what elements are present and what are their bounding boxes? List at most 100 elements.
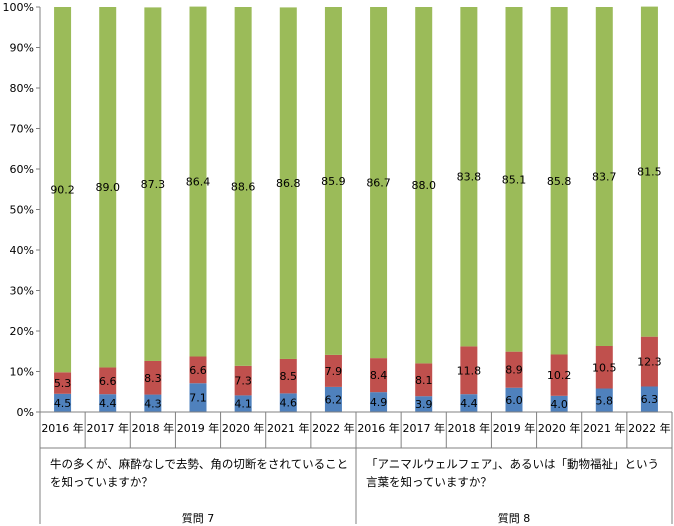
bar-segment-s0-13 [640, 386, 658, 412]
bar-segment-s0-5 [279, 393, 297, 412]
data-label-s0-1: 4.4 [99, 397, 117, 410]
bar-segment-s2-0 [54, 7, 72, 373]
bar-segment-s0-11 [550, 395, 568, 412]
data-label-s0-7: 4.9 [370, 396, 388, 409]
data-label-s0-10: 6.0 [505, 394, 523, 407]
data-label-s1-10: 8.9 [505, 364, 523, 377]
question-7-text: 牛の多くが、麻酔なしで去勢、角の切断をされていることを知っていますか？ [50, 457, 349, 489]
bar-segment-s0-7 [370, 392, 388, 412]
bar-segment-s0-0 [54, 393, 72, 412]
y-tick-label: 100% [3, 1, 34, 14]
group-label-q8: 質問 8 [497, 512, 531, 525]
x-tick-label: 2020 年 [222, 421, 265, 435]
bar-segment-s1-9 [460, 346, 478, 395]
bar-segment-s1-2 [144, 360, 162, 395]
bar-segment-s2-8 [415, 7, 433, 364]
data-label-s1-11: 10.2 [547, 369, 572, 382]
bar-segment-s2-12 [595, 7, 613, 346]
bar-segment-s2-11 [550, 7, 568, 355]
x-tick-label: 2018 年 [448, 421, 491, 435]
y-tick-label: 0% [17, 406, 34, 419]
bar-segment-s1-5 [279, 358, 297, 394]
x-tick-label: 2021 年 [267, 421, 310, 435]
bar-segment-s1-0 [54, 372, 72, 394]
x-tick-label: 2022 年 [312, 421, 355, 435]
data-label-s2-4: 88.6 [231, 180, 256, 193]
data-label-s1-0: 5.3 [54, 377, 72, 390]
y-tick-label: 40% [10, 244, 34, 257]
data-label-s2-9: 83.8 [457, 171, 482, 184]
y-tick-label: 10% [10, 366, 34, 379]
data-label-s2-10: 85.1 [502, 173, 527, 186]
data-label-s1-5: 8.5 [280, 370, 298, 383]
bar-segment-s0-2 [144, 394, 162, 412]
data-label-s2-8: 88.0 [411, 179, 436, 192]
bar-segment-s0-4 [234, 395, 252, 412]
y-tick-label: 30% [10, 285, 34, 298]
bar-segment-s2-7 [370, 7, 388, 359]
data-label-s2-5: 86.8 [276, 177, 301, 190]
data-label-s0-9: 4.4 [460, 397, 478, 410]
bar-segment-s2-4 [234, 7, 252, 366]
y-tick-label: 50% [10, 204, 34, 217]
y-tick-label: 20% [10, 325, 34, 338]
data-label-s0-11: 4.0 [550, 398, 568, 411]
bar-segment-s1-7 [370, 358, 388, 393]
data-label-s0-13: 6.3 [641, 393, 659, 406]
x-tick-label: 2016 年 [41, 421, 84, 435]
data-label-s0-3: 7.1 [189, 392, 207, 405]
y-tick-label: 70% [10, 123, 34, 136]
y-tick-label: 90% [10, 42, 34, 55]
bar-segment-s1-3 [189, 356, 207, 384]
data-label-s0-4: 4.1 [234, 398, 252, 411]
bar-segment-s2-6 [324, 7, 342, 355]
bar-segment-s0-10 [505, 387, 523, 412]
y-tick-label: 60% [10, 163, 34, 176]
data-label-s1-4: 7.3 [234, 375, 252, 388]
data-label-s1-12: 10.5 [592, 361, 617, 374]
data-label-s0-5: 4.6 [280, 397, 298, 410]
bar-segment-s0-6 [324, 386, 342, 412]
bar-segment-s2-3 [189, 6, 207, 357]
data-label-s2-7: 86.7 [366, 177, 391, 190]
x-tick-label: 2019 年 [177, 421, 220, 435]
data-labels-layer: 4.5 5.3 90.2 4.4 6.6 89.0 4.3 8.3 87.3 7.1 6.6 86.4… [50, 166, 661, 411]
data-label-s2-11: 85.8 [547, 175, 572, 188]
data-label-s0-2: 4.3 [144, 397, 162, 410]
data-label-s0-6: 6.2 [325, 393, 343, 406]
bar-segment-s2-2 [144, 7, 162, 361]
bar-segment-s2-10 [505, 7, 523, 352]
bars-layer [54, 6, 658, 412]
data-label-s2-0: 90.2 [50, 184, 75, 197]
x-tick-label: 2022 年 [628, 421, 671, 435]
group-label-q7: 質問 7 [181, 512, 215, 525]
data-label-s0-0: 4.5 [54, 397, 72, 410]
bar-segment-s1-13 [640, 336, 658, 387]
data-label-s2-13: 81.5 [637, 166, 662, 179]
bar-segment-s0-3 [189, 383, 207, 412]
data-label-s0-12: 5.8 [596, 394, 614, 407]
bar-segment-s0-12 [595, 388, 613, 412]
bar-segment-s1-1 [99, 367, 117, 395]
data-label-s1-6: 7.9 [325, 365, 343, 378]
data-label-s1-1: 6.6 [99, 375, 117, 388]
bar-segment-s1-12 [595, 345, 613, 389]
bar-segment-s1-4 [234, 365, 252, 396]
bar-segment-s0-8 [415, 396, 433, 412]
bar-segment-s1-10 [505, 351, 523, 388]
question-8-text: 「アニマルウェルフェア」、あるいは「動物福祉」という言葉を知っていますか？ [366, 457, 660, 489]
x-tick-label: 2020 年 [538, 421, 581, 435]
y-tick-label: 80% [10, 82, 34, 95]
data-label-s1-2: 8.3 [144, 372, 162, 385]
data-label-s1-7: 8.4 [370, 369, 388, 382]
bar-segment-s2-9 [460, 7, 478, 347]
bar-segment-s0-1 [99, 394, 117, 412]
bar-segment-s2-5 [279, 7, 297, 359]
data-label-s1-3: 6.6 [189, 364, 207, 377]
data-label-s2-6: 85.9 [321, 175, 346, 188]
bar-segment-s2-13 [640, 6, 658, 337]
data-label-s2-3: 86.4 [186, 176, 211, 189]
bar-segment-s1-11 [550, 354, 568, 396]
x-tick-label: 2018 年 [132, 421, 175, 435]
